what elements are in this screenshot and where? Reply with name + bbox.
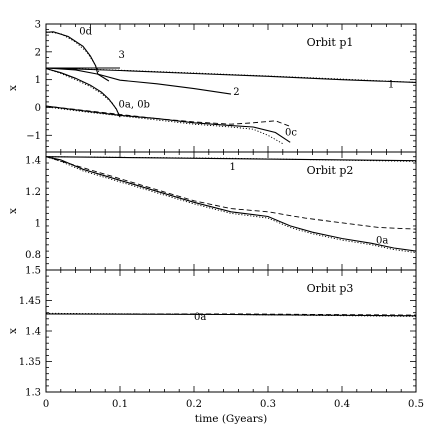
y-axis-label: x <box>7 85 19 91</box>
y-axis-label: x <box>7 208 19 214</box>
series-line-8 <box>46 68 121 117</box>
panel-title: Orbit p1 <box>307 36 354 49</box>
series-line-6 <box>46 31 100 73</box>
series-line-10 <box>46 106 284 145</box>
x-tick-label: 0.1 <box>112 399 128 410</box>
y-tick-label: 1.2 <box>25 187 41 198</box>
chart-panels: −1 0 1 2 3 x Orbit p1 0d 3 2 1 0a, 0b 0c 0.8 1 1.2 1.4 x O… <box>7 20 424 411</box>
panel-frame <box>45 23 417 153</box>
y-tick-label: −1 <box>26 131 41 142</box>
series-line-5 <box>46 31 110 82</box>
y-tick-label: 0.8 <box>25 250 41 261</box>
x-tick-label: 0 <box>43 399 49 410</box>
series-line-1 <box>46 313 416 317</box>
series-group <box>46 156 416 254</box>
curve-label: 0d <box>79 27 92 38</box>
y-tick-label: 1.5 <box>25 266 41 277</box>
series-line-11 <box>46 105 291 127</box>
curve-label: 0a, 0b <box>119 99 150 110</box>
curve-label: 0c <box>285 127 297 138</box>
curve-label: 1 <box>230 162 236 173</box>
x-tick-label: 0.5 <box>408 399 424 410</box>
y-tick-label: 1.4 <box>25 155 41 166</box>
panel-frame <box>45 269 417 393</box>
curve-label: 1 <box>388 79 394 90</box>
panel-title: Orbit p3 <box>307 282 354 295</box>
curve-label: 0a <box>194 312 206 323</box>
series-line-5 <box>46 156 416 230</box>
y-axis-label: x <box>7 328 19 334</box>
x-tick-label: 0.3 <box>260 399 276 410</box>
y-tick-label: 1.45 <box>19 296 41 307</box>
y-tick-label: 1 <box>35 218 41 229</box>
series-line-1 <box>46 67 416 83</box>
panel-title: Orbit p2 <box>307 164 354 177</box>
series-line-4 <box>46 156 416 254</box>
panel-2: 0.8 1 1.2 1.4 x Orbit p2 1 0a <box>7 151 417 271</box>
series-line-7 <box>46 67 121 118</box>
y-tick-label: 1.3 <box>25 388 41 399</box>
curve-label: 3 <box>119 50 125 61</box>
panel-1: −1 0 1 2 3 x Orbit p1 0d 3 2 1 0a, 0b 0c <box>7 20 417 153</box>
y-tick-label: 1 <box>35 75 41 86</box>
y-tick-label: 1.35 <box>19 357 41 368</box>
x-tick-label: 0.4 <box>334 399 350 410</box>
x-axis-label: time (Gyears) <box>195 413 267 425</box>
y-tick-label: 1.4 <box>25 327 41 338</box>
x-tick-label: 0.2 <box>186 399 202 410</box>
series-line-3 <box>46 67 232 95</box>
y-tick-label: 0 <box>35 103 41 114</box>
curve-label: 0a <box>376 235 388 246</box>
series-line-3 <box>46 156 416 252</box>
series-group <box>46 31 416 145</box>
series-line-1 <box>46 156 416 162</box>
y-tick-label: 2 <box>35 47 41 58</box>
curve-label: 2 <box>233 87 239 98</box>
y-tick-label: 3 <box>35 20 41 31</box>
panel-3: 1.3 1.35 1.4 1.45 1.5 x Orbit p3 0a <box>7 266 417 399</box>
series-group <box>46 312 416 317</box>
series-line-3 <box>46 313 416 316</box>
